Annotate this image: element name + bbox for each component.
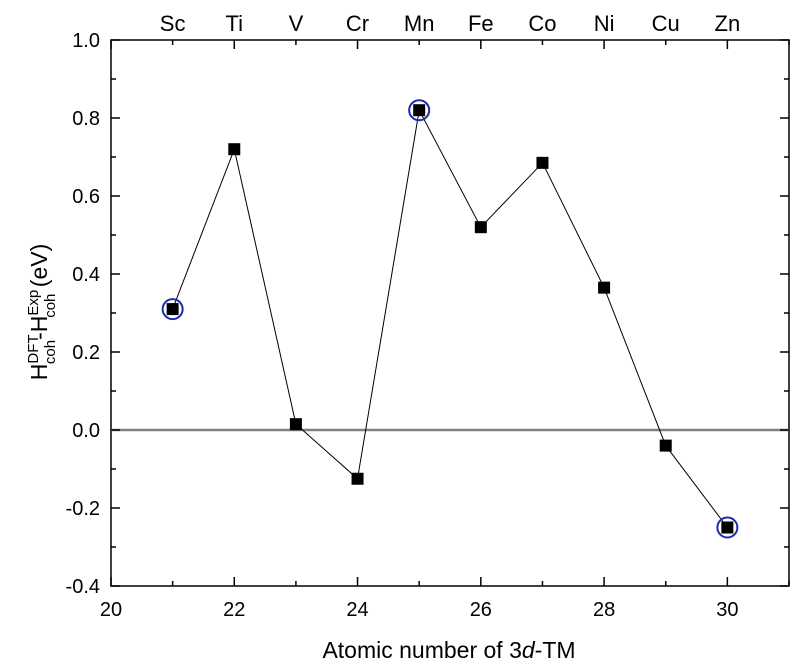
data-point xyxy=(228,143,241,156)
data-point xyxy=(351,472,364,485)
y-axis-title: HDFTcoh-HExpcoh (eV) xyxy=(25,244,59,380)
data-point xyxy=(166,303,179,316)
y-tick-label: 0.4 xyxy=(72,264,100,286)
top-element-label: V xyxy=(289,11,304,36)
x-axis-title: Atomic number of 3d-TM xyxy=(322,637,575,663)
top-element-label: Zn xyxy=(715,11,741,36)
y-tick-label: 0.0 xyxy=(72,420,100,442)
plot-area xyxy=(110,39,790,587)
series-line-layer xyxy=(172,108,728,528)
tick-label-layer: 20 22 24 26 28 30 Sc Ti V Cr Mn Fe Co Ni Cu Zn -0.4 -0.2 0… xyxy=(66,11,741,621)
x-tick-label: 20 xyxy=(100,599,122,621)
x-tick-label: 28 xyxy=(593,599,615,621)
x-tick-label: 26 xyxy=(470,599,492,621)
data-point xyxy=(413,104,426,117)
y-tick-label: -0.2 xyxy=(66,498,100,520)
top-element-label: Co xyxy=(528,11,556,36)
highlight-layer xyxy=(161,99,739,539)
marker-layer xyxy=(166,104,734,534)
y-tick-label: -0.4 xyxy=(66,576,100,598)
series-line xyxy=(172,108,728,528)
data-point xyxy=(721,521,734,534)
highlight-circle xyxy=(716,516,739,539)
tick-layer xyxy=(110,39,790,587)
data-point xyxy=(474,221,487,234)
y-tick-label: 0.6 xyxy=(72,186,100,208)
data-point xyxy=(659,439,672,452)
data-point xyxy=(289,418,302,431)
data-point xyxy=(598,281,611,294)
top-element-label: Fe xyxy=(468,11,494,36)
plot-frame xyxy=(110,39,790,587)
top-element-label: Ni xyxy=(594,11,615,36)
y-tick-label: 1.0 xyxy=(72,30,100,52)
top-element-label: Cr xyxy=(346,11,369,36)
y-tick-label: 0.2 xyxy=(72,342,100,364)
x-tick-label: 24 xyxy=(346,599,368,621)
y-tick-label: 0.8 xyxy=(72,108,100,130)
highlight-circle xyxy=(161,298,184,321)
x-tick-label: 22 xyxy=(223,599,245,621)
top-element-label: Cu xyxy=(652,11,680,36)
top-element-label: Sc xyxy=(160,11,186,36)
x-tick-label: 30 xyxy=(716,599,738,621)
top-element-label: Ti xyxy=(226,11,244,36)
data-point xyxy=(536,156,549,169)
top-element-label: Mn xyxy=(404,11,435,36)
highlight-circle xyxy=(408,99,431,122)
